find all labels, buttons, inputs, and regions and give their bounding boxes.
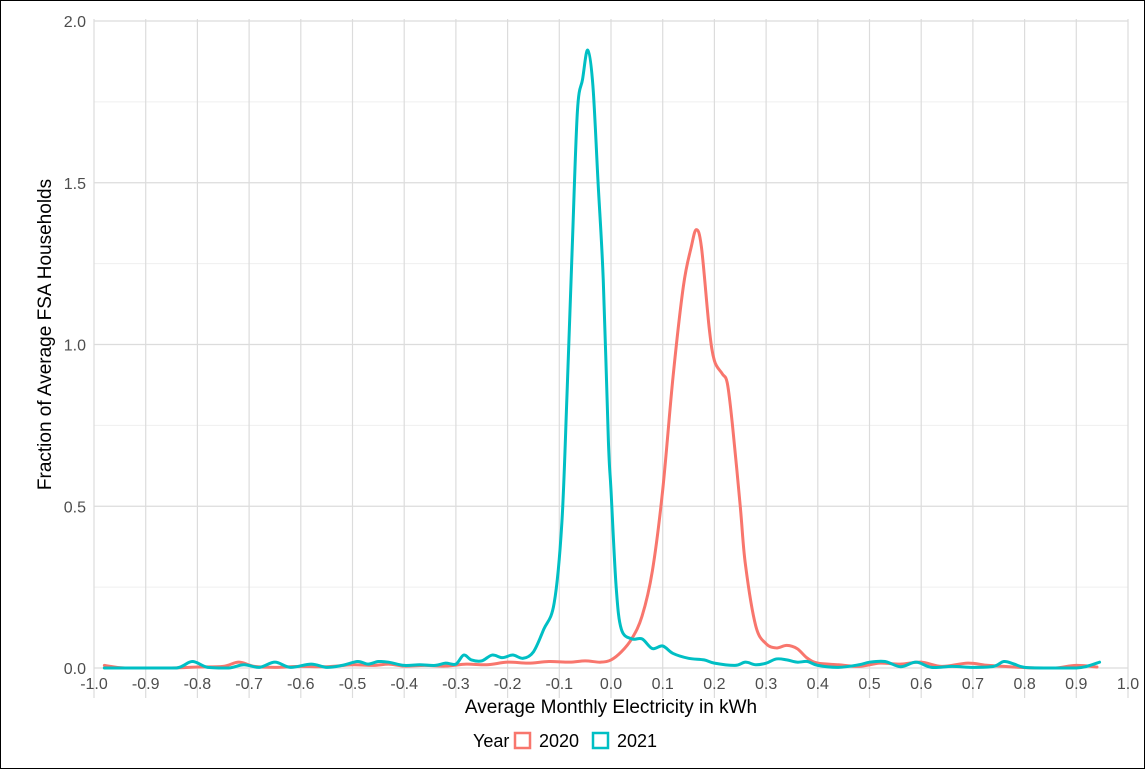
x-tick-label: -0.4 bbox=[390, 676, 418, 693]
x-tick-label: -1.0 bbox=[80, 676, 108, 693]
y-tick-label: 0.0 bbox=[64, 661, 86, 678]
y-tick-label: 1.0 bbox=[64, 338, 86, 355]
series-line-2021 bbox=[102, 48, 1102, 670]
legend-title: Year bbox=[473, 731, 509, 751]
x-tick-label: -0.1 bbox=[546, 676, 574, 693]
legend-label-2021: 2021 bbox=[617, 731, 657, 751]
x-axis-title: Average Monthly Electricity in kWh bbox=[465, 697, 757, 718]
y-tick-labels: 0.0 0.5 1.0 1.5 2.0 bbox=[64, 14, 86, 678]
x-tick-label: -0.2 bbox=[494, 676, 522, 693]
x-tick-label: 0.1 bbox=[652, 676, 674, 693]
x-tick-label: 0.3 bbox=[755, 676, 777, 693]
legend-key-2021 bbox=[591, 731, 610, 750]
legend-key-2020 bbox=[513, 731, 532, 750]
x-tick-label: 0.7 bbox=[962, 676, 984, 693]
x-tick-label: 0.5 bbox=[858, 676, 880, 693]
legend: Year 2020 2021 bbox=[473, 731, 657, 751]
x-tick-label: 0.6 bbox=[910, 676, 932, 693]
y-tick-label: 2.0 bbox=[64, 14, 86, 31]
x-tick-label: 0.0 bbox=[600, 676, 622, 693]
major-gridlines bbox=[93, 19, 1129, 698]
y-axis-title: Fraction of Average FSA Households bbox=[35, 179, 56, 490]
x-tick-label: -0.6 bbox=[287, 676, 315, 693]
x-tick-labels: -1.0 -0.9 -0.8 -0.7 -0.6 -0.5 -0.4 -0.3 -0.2 -0.1… bbox=[80, 676, 1139, 693]
x-tick-label: 0.8 bbox=[1013, 676, 1035, 693]
x-tick-label: -0.5 bbox=[339, 676, 367, 693]
y-tick-label: 0.5 bbox=[64, 499, 86, 516]
x-tick-label: 0.9 bbox=[1065, 676, 1087, 693]
x-tick-label: -0.3 bbox=[442, 676, 470, 693]
x-tick-label: 0.2 bbox=[703, 676, 725, 693]
x-tick-label: 1.0 bbox=[1117, 676, 1139, 693]
y-tick-label: 1.5 bbox=[64, 176, 86, 193]
legend-label-2020: 2020 bbox=[539, 731, 579, 751]
x-tick-label: 0.4 bbox=[807, 676, 829, 693]
x-tick-label: -0.9 bbox=[132, 676, 160, 693]
series-line-2020 bbox=[102, 228, 1099, 670]
series-layer bbox=[102, 48, 1102, 670]
x-tick-label: -0.7 bbox=[235, 676, 263, 693]
x-tick-label: -0.8 bbox=[184, 676, 212, 693]
